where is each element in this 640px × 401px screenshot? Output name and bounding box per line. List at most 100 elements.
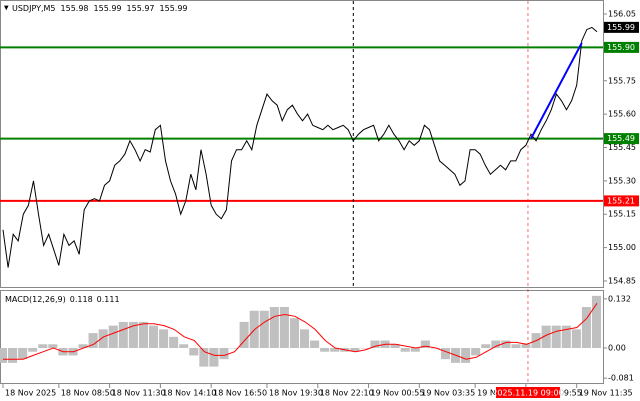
macd-bar	[239, 321, 249, 348]
level-label-box	[604, 41, 639, 53]
y-tick-label: 156.05	[608, 10, 636, 19]
ohlc-value: 155.99	[160, 4, 188, 13]
macd-bar	[269, 307, 279, 348]
macd-reading: 0.111	[97, 295, 120, 304]
signal-line	[3, 303, 598, 360]
macd-pane	[0, 290, 604, 384]
y-tick-label: 0.00	[608, 343, 626, 352]
macd-bar	[350, 347, 360, 352]
macd-bar	[581, 307, 591, 348]
macd-bar	[370, 340, 380, 348]
y-tick-label: 155.00	[608, 243, 636, 252]
macd-bar	[410, 347, 420, 352]
macd-bar	[219, 347, 229, 360]
level-label: 155.90	[607, 43, 635, 52]
macd-bar	[108, 325, 118, 348]
macd-bar	[98, 329, 108, 348]
macd-bar	[199, 347, 209, 367]
macd-bar	[400, 347, 410, 352]
x-tick-label: 18 Nov 16:50	[213, 389, 267, 398]
macd-bar	[491, 340, 501, 348]
macd-bar	[320, 347, 330, 352]
ohlc-value: 155.97	[127, 4, 155, 13]
macd-bar	[169, 336, 179, 348]
macd-bar	[481, 344, 491, 348]
macd-bar	[289, 318, 299, 348]
macd-bar	[48, 344, 58, 348]
macd-bar	[440, 347, 451, 360]
y-tick-label: 0.132	[608, 294, 631, 303]
ohlc-value: 155.99	[94, 4, 122, 13]
y-tick-label: 155.60	[608, 110, 636, 119]
price-pane	[0, 0, 604, 288]
macd-bar	[330, 347, 340, 352]
macd-header: MACD(12,26,9) 0.118 0.111	[5, 295, 120, 304]
macd-bar	[310, 340, 320, 348]
macd-bar	[360, 347, 370, 349]
cursor-time-box	[495, 387, 560, 398]
macd-bar	[390, 344, 400, 348]
macd-bar	[78, 344, 88, 348]
macd-bar	[118, 321, 128, 348]
level-label: 155.49	[607, 134, 635, 143]
macd-bar	[279, 307, 289, 348]
x-tick-label: 18 Nov 11:30	[112, 389, 166, 398]
last-price-label: 155.99	[607, 23, 635, 32]
macd-bar	[471, 347, 481, 356]
macd-bar	[511, 344, 521, 348]
level-label-box	[604, 195, 639, 207]
y-tick-label: 155.30	[608, 176, 636, 185]
macd-bar	[501, 340, 511, 348]
macd-bar	[541, 325, 551, 348]
symbol: USDJPY,M5	[12, 4, 56, 13]
y-tick-label: 155.45	[608, 143, 636, 152]
macd-bar	[8, 347, 18, 363]
macd-bar	[300, 329, 310, 348]
x-tick-label: 18 Nov 19:30	[269, 389, 323, 398]
macd-bar	[128, 321, 138, 348]
header: USDJPY,M5 155.98 155.99 155.97 155.99	[12, 4, 188, 13]
level-label: 155.21	[607, 196, 635, 205]
macd-bar	[571, 329, 581, 348]
macd-bar	[0, 347, 8, 363]
macd-bar	[88, 333, 98, 348]
trend-line	[530, 42, 583, 140]
macd-bar	[38, 344, 48, 348]
x-tick-label: 18 Nov 2025	[5, 389, 56, 398]
x-tick-label: 19 Nov 11:35	[579, 389, 633, 398]
macd-bar	[159, 329, 169, 348]
macd-bar	[561, 325, 571, 348]
cursor-time-label: 2025.11.19 09:00	[492, 389, 563, 398]
x-tick-label: 18 Nov 22:10	[320, 389, 374, 398]
level-label-box	[604, 133, 639, 145]
macd-bar	[551, 325, 561, 348]
price-line	[2, 26, 598, 268]
macd-bar	[18, 347, 28, 360]
macd-bar	[420, 340, 430, 348]
macd-bar	[259, 310, 269, 348]
y-tick-label: 155.15	[608, 210, 636, 219]
macd-name: MACD(12,26,9)	[5, 295, 66, 304]
last-price-box	[604, 21, 639, 33]
ohlc-value: 155.98	[61, 4, 89, 13]
y-tick-label: 154.85	[608, 276, 636, 285]
macd-bar	[148, 325, 159, 348]
x-tick-label: 18 Nov 14:10	[162, 389, 216, 398]
y-tick-label: -0.081	[608, 374, 634, 383]
macd-bar	[461, 347, 471, 363]
macd-bar	[521, 344, 531, 348]
symbol-icon: ▼	[4, 5, 9, 12]
macd-bar	[189, 347, 199, 356]
macd-bar	[28, 347, 38, 352]
x-tick-label: 19 Nov 00:55	[371, 389, 425, 398]
y-tick-label: 155.75	[608, 76, 636, 85]
macd-bar	[209, 347, 219, 367]
macd-bar	[138, 321, 148, 348]
macd-bar	[229, 347, 239, 349]
macd-reading: 0.118	[70, 295, 93, 304]
macd-bar	[179, 344, 189, 348]
x-tick-label: 19 Nov 03:35	[421, 389, 475, 398]
x-tick-label: 18 Nov 08:50	[61, 389, 115, 398]
